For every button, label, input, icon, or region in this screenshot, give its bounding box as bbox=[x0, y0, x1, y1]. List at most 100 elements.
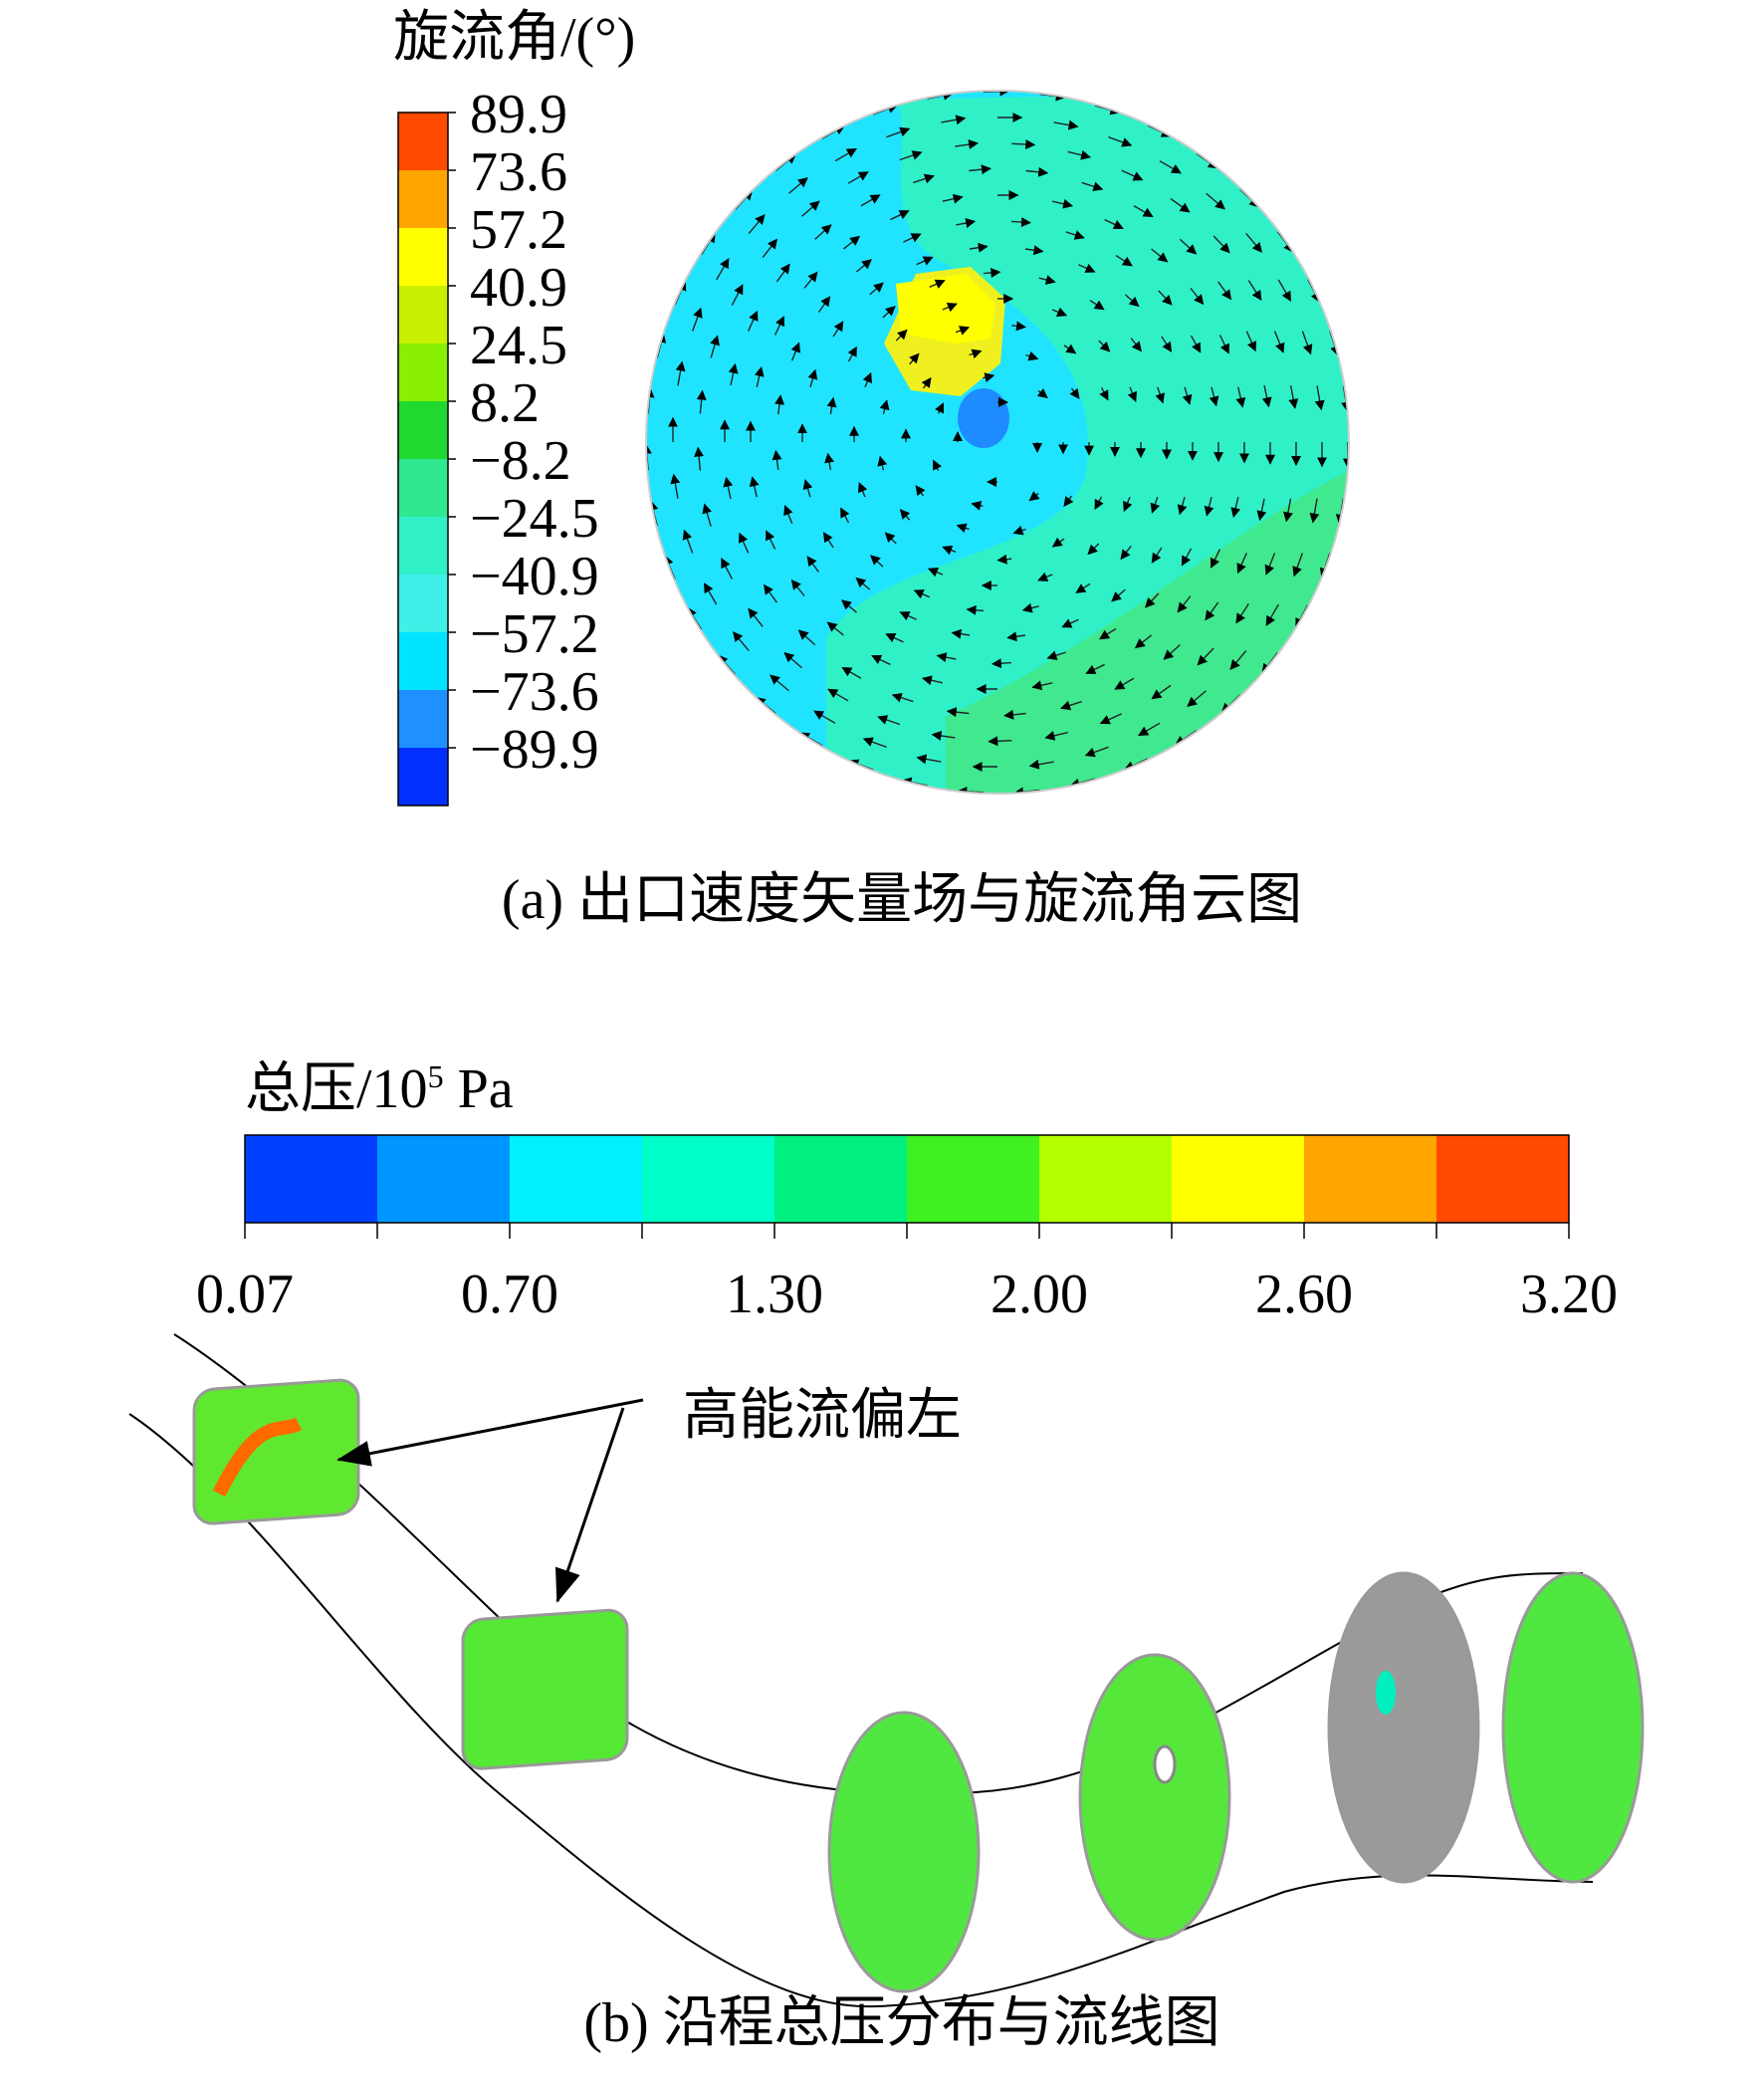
velocity-vector bbox=[1292, 553, 1303, 578]
velocity-vector bbox=[933, 459, 943, 471]
velocity-vector bbox=[766, 530, 776, 550]
colorbar-band bbox=[398, 401, 448, 459]
velocity-vector bbox=[991, 658, 1011, 669]
velocity-vector bbox=[996, 554, 1012, 565]
velocity-vector bbox=[882, 306, 896, 319]
velocity-vector bbox=[895, 329, 908, 342]
colorbar-label: 8.2 bbox=[470, 372, 540, 434]
colorbar-band bbox=[907, 1135, 1039, 1223]
sections bbox=[192, 1378, 1645, 1993]
velocity-vector bbox=[1138, 722, 1161, 737]
title-text: 总压/10 bbox=[245, 1058, 428, 1120]
colorbar-band bbox=[774, 1135, 907, 1223]
colorbar-band bbox=[398, 228, 448, 286]
velocity-vector bbox=[1309, 498, 1320, 524]
velocity-vector bbox=[1098, 340, 1111, 352]
velocity-vector bbox=[1159, 160, 1182, 174]
velocity-vector bbox=[956, 218, 977, 228]
velocity-vector bbox=[748, 607, 764, 627]
velocity-vector bbox=[824, 452, 835, 471]
velocity-vector bbox=[1158, 290, 1173, 306]
velocity-vector bbox=[803, 271, 818, 289]
velocity-vector bbox=[822, 532, 834, 549]
velocity-vector bbox=[1256, 498, 1267, 522]
velocity-vector bbox=[1151, 684, 1172, 700]
velocity-vector bbox=[956, 523, 970, 534]
velocity-vector bbox=[941, 115, 967, 125]
velocity-vector bbox=[1245, 331, 1257, 352]
velocity-vector bbox=[1108, 136, 1133, 147]
velocity-vector bbox=[670, 473, 681, 499]
colorbar-band bbox=[642, 1135, 774, 1223]
colorbar-label: −40.9 bbox=[470, 546, 599, 607]
caption-b: (b) 沿程总压分布与流线图 bbox=[583, 1992, 1219, 2054]
velocity-vector bbox=[1060, 700, 1082, 711]
velocity-vector bbox=[890, 210, 910, 221]
velocity-vector bbox=[966, 604, 985, 615]
velocity-vector bbox=[749, 476, 760, 498]
velocity-vector bbox=[909, 352, 920, 365]
velocity-vector bbox=[935, 402, 945, 414]
velocity-vector bbox=[969, 348, 983, 359]
velocity-vector bbox=[1150, 496, 1161, 514]
velocity-vector bbox=[1187, 690, 1207, 707]
velocity-vector bbox=[807, 368, 818, 387]
velocity-vector bbox=[1217, 281, 1232, 301]
velocity-vector bbox=[1098, 627, 1117, 640]
velocity-vector bbox=[1038, 275, 1056, 285]
velocity-vector bbox=[762, 238, 778, 258]
velocity-vector bbox=[1283, 498, 1293, 523]
colorbar-label: −24.5 bbox=[470, 488, 599, 550]
velocity-vector bbox=[840, 507, 850, 524]
colorbar-label: 2.00 bbox=[991, 1264, 1088, 1325]
velocity-vector bbox=[1036, 387, 1048, 399]
colorbar-label: 89.9 bbox=[470, 84, 567, 145]
velocity-vector bbox=[1277, 279, 1292, 302]
velocity-vector bbox=[1123, 496, 1133, 513]
velocity-vector bbox=[1021, 602, 1039, 613]
colorbar-title: 总压/105 Pa bbox=[245, 1058, 514, 1120]
velocity-vector bbox=[1081, 181, 1104, 192]
velocity-vector bbox=[1028, 491, 1040, 502]
velocity-vector bbox=[1120, 545, 1132, 561]
velocity-vector bbox=[832, 321, 844, 338]
sphere-outline bbox=[645, 90, 1350, 795]
colorbar-band bbox=[398, 517, 448, 575]
velocity-vector bbox=[1089, 300, 1105, 311]
velocity-vector bbox=[1177, 595, 1192, 613]
velocity-vector bbox=[1094, 496, 1104, 511]
velocity-vector bbox=[1145, 592, 1160, 608]
velocity-vector bbox=[857, 482, 868, 498]
velocity-vector bbox=[869, 282, 884, 296]
velocity-vector bbox=[1261, 384, 1272, 408]
velocity-vector bbox=[1265, 603, 1279, 626]
velocity-vector bbox=[1037, 572, 1053, 582]
colorbar-band bbox=[398, 113, 448, 170]
velocity-vector bbox=[763, 583, 777, 603]
velocity-vector bbox=[929, 279, 946, 289]
velocity-vector bbox=[806, 556, 819, 573]
velocity-vector bbox=[788, 177, 808, 194]
velocity-vector bbox=[983, 267, 1001, 278]
velocity-vector bbox=[916, 754, 942, 765]
velocity-vector bbox=[1163, 644, 1181, 660]
velocity-vector bbox=[702, 503, 713, 527]
velocity-vector bbox=[774, 394, 784, 415]
colorbar-band bbox=[398, 632, 448, 690]
velocity-vector bbox=[1229, 650, 1247, 670]
velocity-vector bbox=[1179, 238, 1198, 255]
velocity-vector bbox=[1245, 233, 1262, 253]
velocity-vector bbox=[721, 558, 733, 579]
velocity-vector bbox=[927, 568, 944, 578]
colorbar-label: 0.70 bbox=[461, 1264, 558, 1325]
velocity-vector bbox=[869, 555, 884, 568]
colorbar-b: 0.07 0.70 1.30 2.00 2.60 3.20 bbox=[196, 1134, 1618, 1325]
velocity-vector bbox=[813, 710, 836, 724]
velocity-vector bbox=[1011, 139, 1036, 150]
velocity-vector bbox=[1115, 254, 1133, 267]
velocity-vector bbox=[955, 326, 971, 336]
velocity-vector bbox=[1133, 205, 1154, 218]
colorbar-a: 89.973.657.240.924.58.2−8.2−24.5−40.9−57… bbox=[397, 84, 599, 807]
colorbar-label: 1.30 bbox=[726, 1264, 823, 1325]
